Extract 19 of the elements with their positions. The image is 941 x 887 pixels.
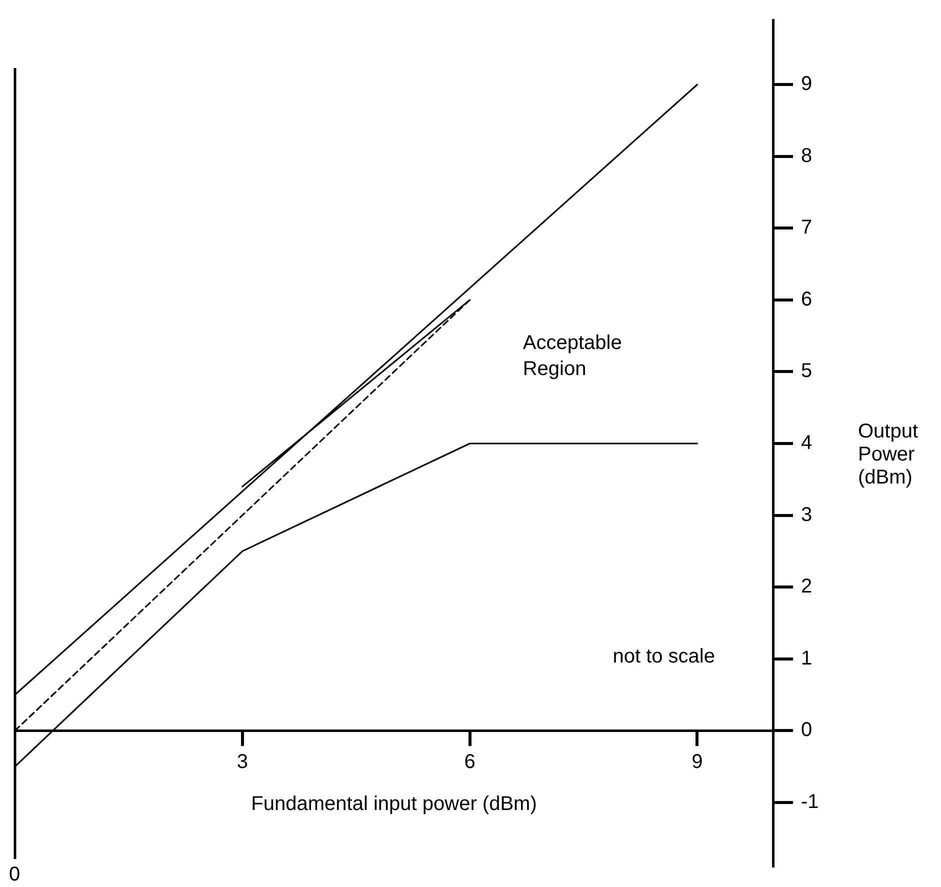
- x-tick-label: 3: [236, 751, 248, 774]
- y-tick-label: -1: [801, 790, 819, 813]
- x-axis-title: Fundamental input power (dBm): [251, 793, 537, 816]
- y-tick-label: 0: [801, 719, 812, 742]
- x-tick-label: 6: [464, 751, 476, 774]
- y-tick-label: 5: [801, 360, 812, 382]
- annotation: 0: [9, 864, 20, 886]
- annotation: Acceptable Region: [522, 332, 622, 380]
- y-tick-label: 8: [801, 144, 812, 167]
- y-tick-label: 3: [801, 504, 812, 526]
- y-tick-label: 4: [801, 432, 812, 454]
- y-tick-label: 7: [801, 216, 812, 239]
- x-tick-label: 9: [692, 751, 703, 774]
- y-tick-label: 9: [801, 73, 812, 96]
- y-tick-label: 2: [801, 576, 812, 598]
- y-axis-title: Output Power (dBm): [858, 420, 918, 488]
- y-tick-label: 6: [801, 288, 812, 310]
- annotation: not to scale: [612, 645, 715, 668]
- y-tick-label: 1: [801, 647, 812, 670]
